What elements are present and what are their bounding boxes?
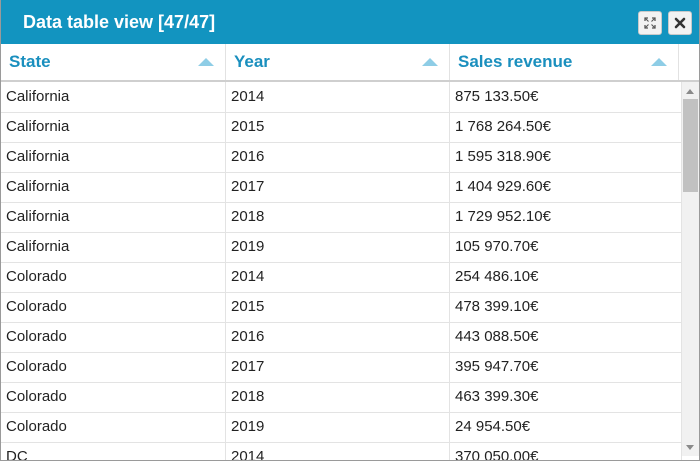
- table-row[interactable]: Colorado 2015 478 399.10€: [1, 292, 682, 323]
- cell-state: Colorado: [1, 322, 226, 353]
- cell-state: California: [1, 112, 226, 143]
- column-header-label: Year: [234, 52, 270, 71]
- cell-state: Colorado: [1, 262, 226, 293]
- table-row[interactable]: Colorado 2014 254 486.10€: [1, 262, 682, 293]
- column-header-label: State: [9, 52, 51, 71]
- table-row[interactable]: Colorado 2018 463 399.30€: [1, 382, 682, 413]
- cell-year: 2016: [226, 142, 450, 173]
- cell-year: 2016: [226, 322, 450, 353]
- cell-year: 2019: [226, 232, 450, 263]
- expand-icon: [644, 17, 656, 29]
- table-row[interactable]: Colorado 2016 443 088.50€: [1, 322, 682, 353]
- column-header-year[interactable]: Year: [226, 44, 450, 80]
- cell-sales-revenue: 105 970.70€: [450, 232, 682, 263]
- cell-sales-revenue: 1 729 952.10€: [450, 202, 682, 233]
- cell-sales-revenue: 24 954.50€: [450, 412, 682, 443]
- table-body: California 2014 875 133.50€ California 2…: [1, 82, 682, 460]
- cell-state: Colorado: [1, 382, 226, 413]
- cell-sales-revenue: 443 088.50€: [450, 322, 682, 353]
- cell-year: 2015: [226, 112, 450, 143]
- cell-year: 2018: [226, 382, 450, 413]
- table-row[interactable]: DC 2014 370 050.00€: [1, 442, 682, 460]
- table-row[interactable]: Colorado 2019 24 954.50€: [1, 412, 682, 443]
- close-icon: [674, 17, 686, 29]
- table-row[interactable]: California 2018 1 729 952.10€: [1, 202, 682, 233]
- cell-state: California: [1, 142, 226, 173]
- cell-sales-revenue: 463 399.30€: [450, 382, 682, 413]
- table-row[interactable]: California 2016 1 595 318.90€: [1, 142, 682, 173]
- cell-sales-revenue: 254 486.10€: [450, 262, 682, 293]
- cell-year: 2015: [226, 292, 450, 323]
- maximize-button[interactable]: [638, 11, 662, 35]
- table-row[interactable]: California 2017 1 404 929.60€: [1, 172, 682, 203]
- cell-state: California: [1, 172, 226, 203]
- cell-state: California: [1, 232, 226, 263]
- cell-year: 2014: [226, 82, 450, 113]
- table-header: State Year Sales revenue: [1, 44, 699, 82]
- cell-year: 2019: [226, 412, 450, 443]
- table-row[interactable]: California 2015 1 768 264.50€: [1, 112, 682, 143]
- table-row[interactable]: California 2014 875 133.50€: [1, 82, 682, 113]
- cell-sales-revenue: 1 595 318.90€: [450, 142, 682, 173]
- cell-state: California: [1, 202, 226, 233]
- scroll-up-arrow-icon[interactable]: [686, 89, 694, 94]
- cell-state: Colorado: [1, 292, 226, 323]
- cell-sales-revenue: 875 133.50€: [450, 82, 682, 113]
- sort-ascending-icon[interactable]: [422, 58, 438, 66]
- window-title: Data table view [47/47]: [23, 12, 216, 32]
- cell-sales-revenue: 1 404 929.60€: [450, 172, 682, 203]
- cell-year: 2014: [226, 262, 450, 293]
- column-header-sales-revenue[interactable]: Sales revenue: [450, 44, 679, 80]
- table-row[interactable]: California 2019 105 970.70€: [1, 232, 682, 263]
- cell-year: 2017: [226, 172, 450, 203]
- close-button[interactable]: [668, 11, 692, 35]
- column-header-state[interactable]: State: [1, 44, 226, 80]
- scroll-down-arrow-icon[interactable]: [686, 445, 694, 450]
- cell-year: 2017: [226, 352, 450, 383]
- cell-sales-revenue: 395 947.70€: [450, 352, 682, 383]
- cell-state: Colorado: [1, 412, 226, 443]
- cell-state: Colorado: [1, 352, 226, 383]
- scrollbar-thumb[interactable]: [683, 99, 698, 192]
- cell-sales-revenue: 1 768 264.50€: [450, 112, 682, 143]
- table-row[interactable]: Colorado 2017 395 947.70€: [1, 352, 682, 383]
- sort-ascending-icon[interactable]: [651, 58, 667, 66]
- cell-state: California: [1, 82, 226, 113]
- cell-sales-revenue: 370 050.00€: [450, 442, 682, 460]
- window-titlebar[interactable]: Data table view [47/47]: [1, 0, 699, 44]
- cell-state: DC: [1, 442, 226, 460]
- sort-ascending-icon[interactable]: [198, 58, 214, 66]
- vertical-scrollbar[interactable]: [682, 82, 699, 456]
- cell-sales-revenue: 478 399.10€: [450, 292, 682, 323]
- cell-year: 2018: [226, 202, 450, 233]
- cell-year: 2014: [226, 442, 450, 460]
- column-header-label: Sales revenue: [458, 52, 573, 71]
